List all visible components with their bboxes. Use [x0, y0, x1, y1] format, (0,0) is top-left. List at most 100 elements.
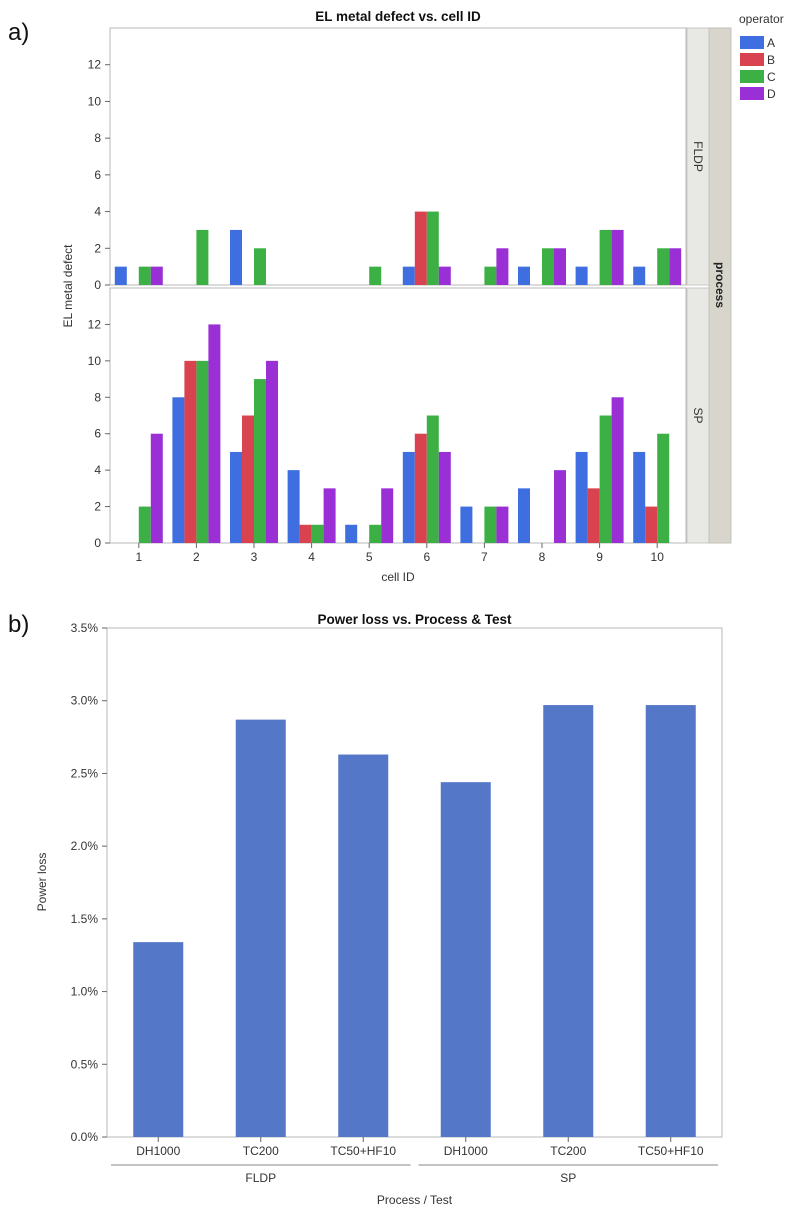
- bar-SP-C-7: [484, 506, 497, 543]
- y-tick-label: 2: [94, 500, 101, 514]
- bar-SP-B-2: [184, 360, 197, 543]
- facet-strip-label: SP: [691, 407, 705, 423]
- bar-SP-DH1000: [440, 782, 491, 1137]
- bar-SP-A-9: [575, 451, 588, 543]
- chart-power-loss: Power loss vs. Process & Test 0.0% 0.5% 1.0…: [35, 612, 723, 1207]
- bar-FLDP-TC200: [235, 719, 286, 1137]
- x-tick-label: DH1000: [444, 1144, 488, 1158]
- bar-FLDP-C-3: [254, 248, 266, 285]
- bar-SP-C-1: [138, 506, 151, 543]
- facet-strip-label: FLDP: [691, 141, 705, 172]
- bar-SP-C-2: [196, 360, 209, 543]
- legend-swatch-A: [740, 36, 764, 49]
- bar-FLDP-C-5: [369, 266, 382, 285]
- bar-SP-D-7: [496, 506, 509, 543]
- legend-label-D: D: [767, 87, 776, 101]
- bar-FLDP-TC50+HF10: [338, 754, 389, 1137]
- y-tick-label: 8: [94, 131, 101, 145]
- bar-FLDP-D-8: [554, 248, 566, 285]
- bar-FLDP-A-6: [402, 266, 415, 285]
- bar-FLDP-C-2: [196, 229, 209, 285]
- bar-FLDP-C-1: [138, 266, 151, 285]
- facet-title-strip: [708, 27, 732, 544]
- y-tick-label: 1.5%: [71, 912, 99, 926]
- y-tick-label: 0: [94, 278, 101, 292]
- y-tick-label: 6: [94, 427, 101, 441]
- bar-SP-C-10: [657, 433, 670, 543]
- legend-title: operator: [739, 12, 784, 26]
- x-tick-label: TC50+HF10: [330, 1144, 396, 1158]
- bar-SP-C-5: [369, 524, 382, 543]
- y-tick-label: 12: [88, 58, 102, 72]
- group-label: SP: [560, 1171, 576, 1185]
- bar-SP-TC200: [543, 705, 594, 1137]
- bar-FLDP-A-8: [518, 266, 530, 285]
- bar-SP-C-4: [311, 524, 324, 543]
- x-tick-label: 3: [251, 550, 258, 564]
- y-tick-label: 0.0%: [71, 1130, 99, 1144]
- y-tick-label: 0.5%: [71, 1057, 99, 1071]
- bar-SP-A-5: [345, 524, 358, 543]
- x-tick-label: 2: [193, 550, 200, 564]
- y-tick-label: 0: [94, 536, 101, 550]
- panel-label-b: b): [8, 611, 29, 638]
- y-axis-label: Power loss: [35, 853, 49, 912]
- x-axis-label: cell ID: [381, 570, 415, 584]
- x-tick-label: 4: [308, 550, 315, 564]
- x-tick-label: 9: [596, 550, 603, 564]
- bar-SP-C-9: [599, 415, 612, 543]
- panel-label-a: a): [8, 19, 29, 46]
- y-axis-label: EL metal defect: [61, 244, 75, 328]
- bar-SP-B-6: [414, 433, 427, 543]
- bar-FLDP-C-7: [484, 266, 497, 285]
- bar-FLDP-A-3: [230, 229, 242, 285]
- bar-SP-D-2: [208, 324, 221, 543]
- bar-SP-D-6: [438, 451, 451, 543]
- y-tick-label: 4: [94, 205, 101, 219]
- y-tick-label: 8: [94, 390, 101, 404]
- bar-FLDP-C-8: [542, 248, 554, 285]
- bar-SP-A-8: [518, 488, 530, 543]
- bar-SP-A-3: [230, 451, 242, 543]
- y-tick-label: 4: [94, 463, 101, 477]
- bar-FLDP-A-1: [114, 266, 127, 285]
- y-tick-label: 2: [94, 241, 101, 255]
- y-tick-label: 2.5%: [71, 766, 99, 780]
- bar-FLDP-D-6: [438, 266, 451, 285]
- bar-SP-A-10: [633, 451, 646, 543]
- x-tick-label: TC200: [243, 1144, 279, 1158]
- y-tick-label: 3.5%: [71, 621, 99, 635]
- x-tick-label: DH1000: [136, 1144, 180, 1158]
- bar-SP-D-8: [554, 470, 566, 543]
- bar-SP-A-4: [287, 470, 300, 543]
- x-tick-label: 8: [539, 550, 546, 564]
- x-tick-label: 5: [366, 550, 373, 564]
- legend-label-A: A: [767, 36, 775, 50]
- x-tick-label: 7: [481, 550, 488, 564]
- bar-SP-TC50+HF10: [645, 705, 696, 1137]
- bar-SP-A-7: [460, 506, 473, 543]
- bar-SP-C-3: [254, 379, 266, 543]
- x-tick-label: TC200: [550, 1144, 586, 1158]
- y-tick-label: 12: [88, 317, 102, 331]
- bar-FLDP-D-9: [611, 229, 624, 285]
- bar-SP-B-3: [242, 415, 254, 543]
- chart-title: Power loss vs. Process & Test: [317, 612, 512, 627]
- x-tick-label: TC50+HF10: [638, 1144, 704, 1158]
- bar-FLDP-D-7: [496, 248, 509, 285]
- bar-FLDP-C-9: [599, 229, 612, 285]
- bar-SP-B-9: [587, 488, 600, 543]
- plot-frame: [106, 627, 723, 1138]
- bar-SP-B-4: [299, 524, 312, 543]
- facet-title: process: [713, 262, 727, 308]
- y-tick-label: 6: [94, 168, 101, 182]
- bar-SP-D-3: [266, 360, 278, 543]
- bar-FLDP-A-9: [575, 266, 588, 285]
- bar-FLDP-B-6: [414, 211, 427, 285]
- legend-swatch-B: [740, 53, 764, 66]
- bar-SP-D-9: [611, 397, 624, 543]
- y-tick-label: 2.0%: [71, 839, 99, 853]
- bar-FLDP-D-1: [150, 266, 163, 285]
- bar-FLDP-C-6: [426, 211, 439, 285]
